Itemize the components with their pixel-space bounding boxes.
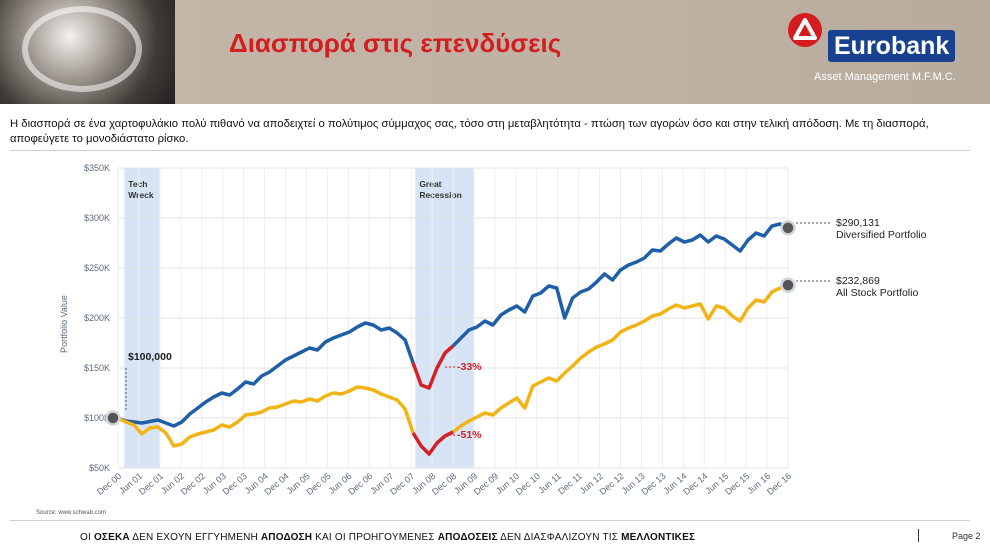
- logo-name: Eurobank: [828, 30, 956, 62]
- footer-bold: ΟΣΕΚΑ: [93, 532, 130, 543]
- footer-bold: ΑΠΟΔΟΣΗ: [260, 532, 313, 543]
- eurobank-logo-icon: [788, 13, 822, 47]
- y-tick-label: $150K: [84, 363, 110, 373]
- x-tick-label: Dec 13: [639, 471, 667, 497]
- y-tick-label: $250K: [84, 263, 110, 273]
- grid-lines: [117, 167, 789, 469]
- shaded-period-label: Great: [419, 179, 441, 189]
- x-tick-label: Dec 00: [95, 471, 123, 497]
- series-line: [451, 222, 789, 348]
- divider-bottom: [10, 520, 970, 521]
- y-tick-label: $50K: [89, 463, 110, 473]
- x-tick-label: Dec 12: [598, 471, 626, 497]
- series-line: [451, 283, 789, 434]
- y-tick-label: $300K: [84, 213, 110, 223]
- x-tick-label: Dec 06: [346, 471, 374, 497]
- series-line: [117, 385, 415, 448]
- footer-bold: ΑΠΟΔΟΣΕΙΣ: [437, 532, 498, 543]
- end-label-series-name: All Stock Portfolio: [836, 287, 918, 299]
- footer-separator: [918, 529, 919, 542]
- page-title: Διασπορά στις επενδύσεις: [229, 28, 562, 58]
- x-tick-label: Dec 08: [430, 471, 458, 497]
- footer-part: ΟΙ: [80, 532, 94, 543]
- x-tick-label: Dec 14: [681, 471, 709, 497]
- source-note: Source: www.schwab.com: [36, 510, 107, 516]
- end-label-value: $232,869: [836, 275, 880, 287]
- footer-bold: ΜΕΛΛΟΝΤΙΚΕΣ: [621, 532, 696, 543]
- y-axis-title: Portfolio Value: [59, 295, 69, 353]
- y-tick-label: $350K: [84, 163, 110, 173]
- series-end-marker: [780, 220, 796, 236]
- x-tick-label: Dec 16: [765, 471, 793, 497]
- drawdown-line: [411, 344, 455, 390]
- shaded-period-label: Wreck: [128, 190, 154, 200]
- x-tick-label: Dec 03: [221, 471, 249, 497]
- annotation-start-value: $100,000: [128, 351, 172, 363]
- x-tick-label: Dec 01: [137, 471, 165, 497]
- series-start-marker: [105, 410, 121, 426]
- divider-top: [10, 150, 970, 151]
- y-axis-labels: $50K $100K $150K $200K $250K $300K $350K: [84, 163, 110, 473]
- series-line: [117, 321, 415, 428]
- end-label-series-name: Diversified Portfolio: [836, 229, 927, 241]
- x-tick-label: Dec 11: [556, 471, 584, 497]
- footer-part: ΔΕΝ ΕΧΟΥΝ ΕΓΓΥΗΜΕΝΗ: [129, 532, 261, 543]
- y-tick-label: $200K: [84, 313, 110, 323]
- annotation-drawdown: -51%: [457, 429, 482, 441]
- x-tick-label: Dec 09: [472, 471, 500, 497]
- annotations: $100,000 -33% -51%: [125, 351, 482, 441]
- disclaimer-footer: ΟΙ ΟΣΕΚΑ ΔΕΝ ΕΧΟΥΝ ΕΓΓΥΗΜΕΝΗ ΑΠΟΔΟΣΗ ΚΑΙ…: [80, 532, 695, 543]
- y-tick-label: $100K: [84, 413, 110, 423]
- x-tick-label: Dec 15: [723, 471, 751, 497]
- footer-part: ΚΑΙ ΟΙ ΠΡΟΗΓΟΥΜΕΝΕΣ: [312, 532, 438, 543]
- header-banner: Διασπορά στις επενδύσεις Eurobank Asset …: [0, 0, 990, 104]
- page-number: Page 2: [952, 531, 981, 541]
- shaded-period-label: Recession: [419, 190, 462, 200]
- logo-subtitle: Asset Management M.F.M.C.: [814, 71, 956, 83]
- x-tick-label: Dec 04: [263, 471, 291, 497]
- x-tick-label: Dec 10: [514, 471, 542, 497]
- end-label-value: $290,131: [836, 217, 880, 229]
- header-photo: [0, 0, 175, 104]
- intro-paragraph: Η διασπορά σε ένα χαρτοφυλάκιο πολύ πιθα…: [10, 118, 929, 145]
- x-tick-label: Dec 05: [304, 471, 332, 497]
- footer-part: ΔΕΝ ΔΙΑΣΦΑΛΙΖΟΥΝ ΤΙΣ: [497, 532, 622, 543]
- series-end-marker: [780, 277, 796, 293]
- annotation-drawdown: -33%: [457, 361, 482, 373]
- x-tick-label: Dec 07: [388, 471, 416, 497]
- x-tick-label: Dec 02: [179, 471, 207, 497]
- photo-ring-decoration: [22, 6, 142, 92]
- shaded-period-label: Tech: [128, 179, 147, 189]
